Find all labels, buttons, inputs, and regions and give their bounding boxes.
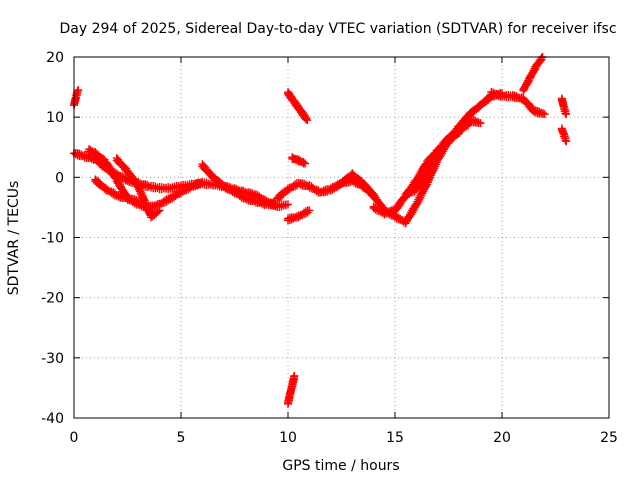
data-point <box>523 78 532 87</box>
data-point <box>130 199 139 208</box>
data-point <box>141 198 150 207</box>
y-tick-label: 0 <box>55 170 64 186</box>
series-s5 <box>112 154 164 222</box>
data-point <box>476 119 485 128</box>
data-point <box>561 136 570 145</box>
data-point <box>198 178 207 187</box>
x-tick-label: 20 <box>493 430 511 446</box>
x-tick-label: 10 <box>279 430 297 446</box>
data-point <box>301 207 310 216</box>
series-s18 <box>557 124 571 146</box>
data-point <box>539 109 548 118</box>
y-tick-label: -10 <box>41 231 64 247</box>
data-point <box>474 118 483 127</box>
tick-layer: 0 5 10 15 20 25 -40 -30 -20 -10 0 10 20 <box>41 50 618 446</box>
data-point <box>153 207 162 216</box>
y-tick-label: -30 <box>41 351 64 367</box>
series-s16 <box>519 53 547 95</box>
data-point <box>142 199 151 208</box>
series-s15 <box>487 87 549 119</box>
data-point <box>562 137 571 146</box>
series-s14 <box>401 115 485 201</box>
data-point <box>422 182 431 190</box>
series-s10 <box>284 371 299 408</box>
point-layer <box>70 53 571 408</box>
x-axis-label: GPS time / hours <box>282 458 399 474</box>
series-s11 <box>273 175 378 203</box>
data-point <box>284 200 292 209</box>
y-tick-label: 10 <box>46 110 64 126</box>
data-point <box>540 110 549 119</box>
data-point <box>301 159 310 168</box>
data-point <box>74 86 83 95</box>
series-s8 <box>288 153 310 168</box>
series-s13 <box>369 119 474 219</box>
y-tick-label: -40 <box>41 411 64 427</box>
data-point <box>303 116 312 125</box>
grid-layer <box>74 57 609 418</box>
y-tick-label: -20 <box>41 291 64 307</box>
data-point <box>290 371 299 380</box>
y-axis-label: SDTVAR / TECUs <box>6 181 22 296</box>
x-tick-label: 0 <box>70 430 79 446</box>
chart-title: Day 294 of 2025, Sidereal Day-to-day VTE… <box>59 21 616 37</box>
data-point <box>305 206 314 215</box>
series-s6 <box>198 160 282 210</box>
y-tick-label: 20 <box>46 50 64 66</box>
series-s12 <box>326 89 506 228</box>
data-point <box>155 206 164 215</box>
x-tick-label: 25 <box>600 430 618 446</box>
series-s1 <box>70 86 83 110</box>
series-s17 <box>557 94 571 119</box>
data-point <box>562 110 571 119</box>
data-point <box>140 196 149 205</box>
data-point <box>561 109 570 118</box>
series-s9 <box>284 206 314 225</box>
x-tick-label: 15 <box>386 430 404 446</box>
plot-frame <box>73 56 610 419</box>
x-tick-label: 5 <box>177 430 186 446</box>
data-point <box>194 180 203 189</box>
data-point <box>73 87 82 96</box>
data-point <box>299 157 308 166</box>
series-s7 <box>284 88 312 125</box>
